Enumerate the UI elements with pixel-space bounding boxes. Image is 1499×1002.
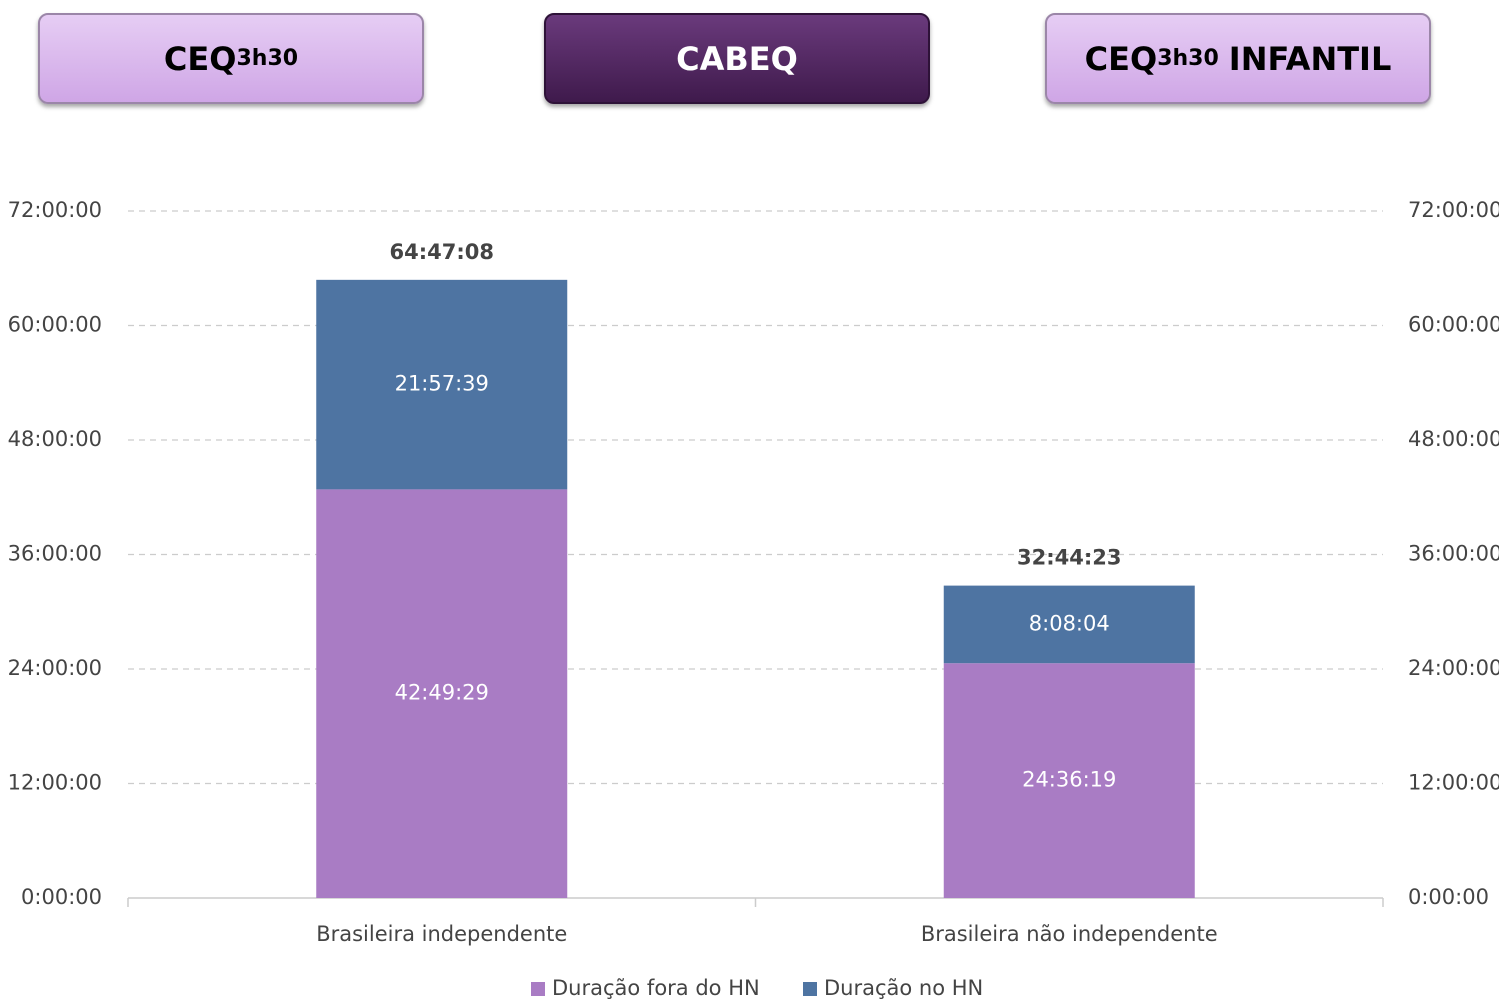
y2-tick-label: 24:00:00 (1408, 656, 1499, 680)
value-label: 42:49:29 (395, 681, 489, 705)
y2-tick-label: 36:00:00 (1408, 542, 1499, 566)
y2-tick-label: 48:00:00 (1408, 427, 1499, 451)
y2-tick-label: 72:00:00 (1408, 198, 1499, 222)
bar-segment (316, 279, 568, 490)
button-label: CEQ (1084, 39, 1158, 78)
y-tick-label: 48:00:00 (8, 427, 102, 451)
value-label: 8:08:04 (1029, 611, 1110, 635)
y-tick-label: 24:00:00 (8, 656, 102, 680)
y-tick-label: 36:00:00 (8, 542, 102, 566)
legend-label: Duração fora do HN (552, 976, 760, 1000)
total-label: 64:47:08 (390, 240, 494, 264)
bar-segment (943, 585, 1195, 664)
superscript: 3h30 (1157, 46, 1219, 71)
button-label: CABEQ (676, 39, 798, 78)
superscript: 3h30 (236, 46, 299, 71)
legend-swatch (531, 982, 545, 996)
x-tick-label: Brasileira independente (316, 922, 567, 946)
tab-button[interactable]: CEQ 3h30 INFANTIL (1045, 13, 1431, 104)
value-label: 21:57:39 (395, 372, 489, 396)
legend-swatch (803, 982, 817, 996)
bar-segment (316, 489, 568, 898)
button-label: CEQ (163, 39, 237, 78)
y2-tick-label: 12:00:00 (1408, 771, 1499, 795)
tab-button[interactable]: CABEQ (544, 13, 930, 104)
y-tick-label: 12:00:00 (8, 771, 102, 795)
y-tick-label: 72:00:00 (8, 198, 102, 222)
x-tick-label: Brasileira não independente (921, 922, 1218, 946)
button-label: INFANTIL (1228, 39, 1392, 78)
y2-tick-label: 0:00:00 (1408, 885, 1489, 909)
legend-label: Duração no HN (824, 976, 983, 1000)
y2-tick-label: 60:00:00 (1408, 313, 1499, 337)
y-tick-label: 60:00:00 (8, 313, 102, 337)
y-tick-label: 0:00:00 (21, 885, 102, 909)
tab-button[interactable]: CEQ 3h30 (38, 13, 424, 104)
value-label: 24:36:19 (1022, 768, 1116, 792)
total-label: 32:44:23 (1017, 546, 1121, 570)
bar-segment (943, 663, 1195, 898)
